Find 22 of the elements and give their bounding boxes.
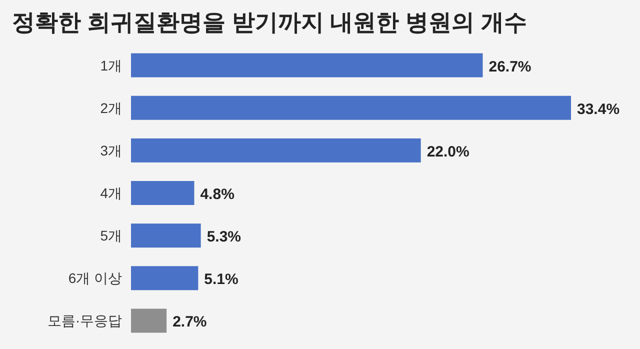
y-tick-label: 2개 <box>100 100 122 116</box>
data-label: 2.7% <box>172 314 207 331</box>
y-tick-label: 모름·무응답 <box>47 312 122 329</box>
chart-title: 정확한 희귀질환명을 받기까지 내원한 병원의 개수 <box>12 9 527 35</box>
bar <box>131 96 571 120</box>
bar <box>131 138 421 162</box>
data-label: 5.3% <box>206 228 242 246</box>
y-tick-label: 6개 이상 <box>68 270 122 286</box>
bar <box>131 308 167 333</box>
y-tick-label: 5개 <box>100 228 122 244</box>
data-label: 26.7% <box>488 58 532 76</box>
y-tick-label: 4개 <box>100 185 122 201</box>
bar <box>131 181 194 205</box>
data-label: 4.8% <box>200 186 234 203</box>
bar <box>131 53 483 78</box>
bar <box>131 266 198 290</box>
y-tick-label: 1개 <box>100 57 122 74</box>
bar <box>131 224 201 248</box>
data-label: 5.1% <box>204 271 238 288</box>
data-label: 22.0% <box>426 143 470 160</box>
y-tick-label: 3개 <box>100 142 122 158</box>
data-label: 33.4% <box>577 100 620 118</box>
